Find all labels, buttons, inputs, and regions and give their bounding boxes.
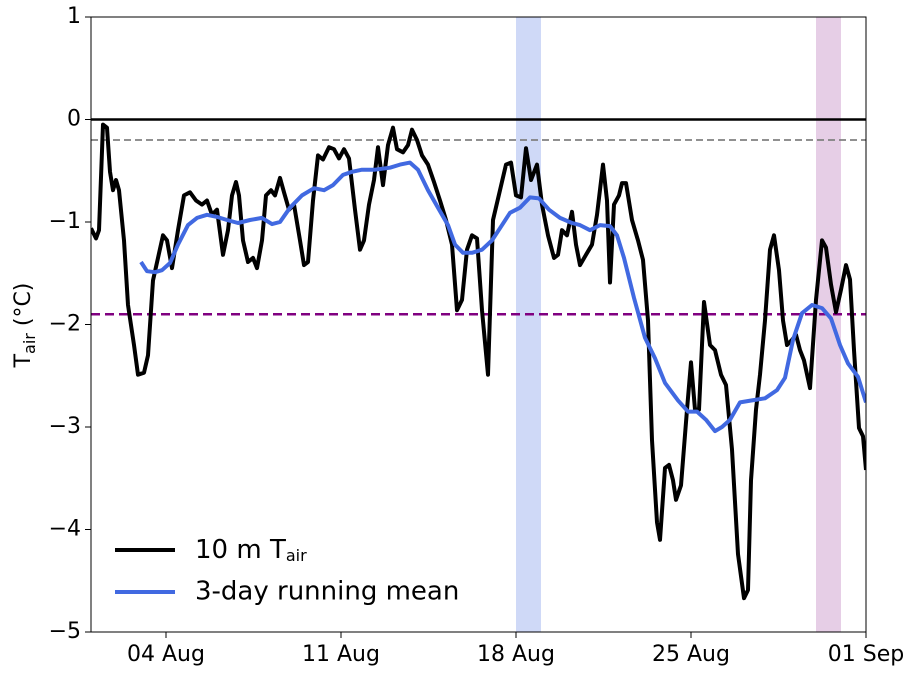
legend-label: 10 m Tair — [195, 535, 307, 565]
highlight-span — [516, 17, 541, 632]
x-tick-label: 25 Aug — [652, 642, 730, 667]
y-tick-label: −5 — [49, 619, 81, 644]
y-tick-label: 1 — [67, 4, 81, 29]
y-tick-label: −2 — [49, 312, 81, 337]
y-tick-label: 0 — [67, 107, 81, 132]
y-tick-label: −4 — [49, 517, 81, 542]
y-axis-label: Tair (°C) — [11, 283, 39, 369]
legend-label: 3-day running mean — [195, 577, 459, 607]
x-tick-label: 11 Aug — [302, 642, 380, 667]
highlight-span — [816, 17, 841, 632]
y-tick-label: −1 — [49, 209, 81, 234]
x-tick-label: 18 Aug — [477, 642, 555, 667]
x-tick-label: 04 Aug — [127, 642, 205, 667]
x-tick-label: 01 Sep — [828, 642, 904, 667]
y-tick-label: −3 — [49, 414, 81, 439]
data-line — [91, 122, 866, 601]
plot-lines — [91, 122, 866, 601]
data-line — [139, 160, 866, 434]
